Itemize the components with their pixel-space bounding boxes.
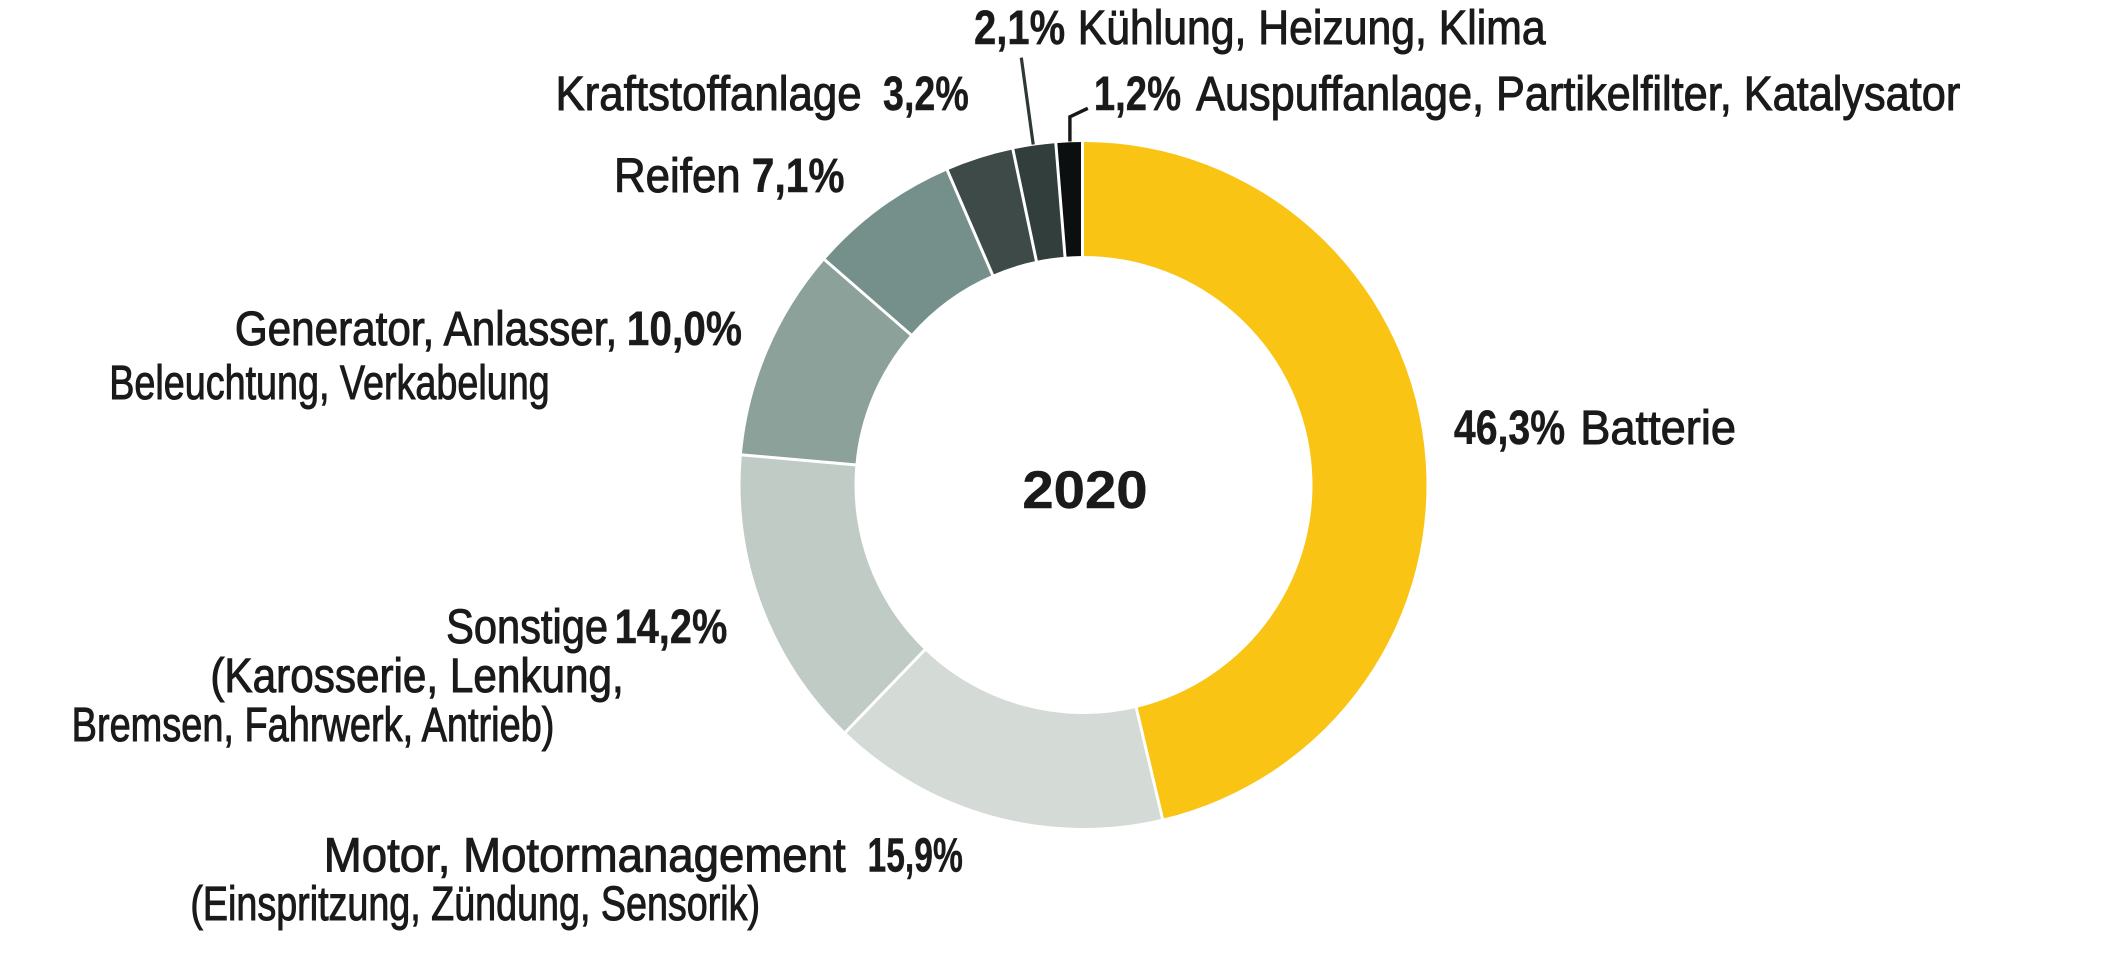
svg-text:Sonstige: Sonstige (446, 599, 608, 653)
svg-text:(Karosserie, Lenkung,: (Karosserie, Lenkung, (210, 648, 623, 702)
svg-text:(Einspritzung, Zündung, Sensor: (Einspritzung, Zündung, Sensorik) (190, 878, 760, 931)
svg-text:7,1%: 7,1% (752, 150, 845, 203)
svg-text:Beleuchtung, Verkabelung: Beleuchtung, Verkabelung (109, 357, 549, 410)
svg-text:Bremsen, Fahrwerk, Antrieb): Bremsen, Fahrwerk, Antrieb) (72, 699, 555, 752)
svg-text:Generator, Anlasser,: Generator, Anlasser, (235, 301, 617, 355)
svg-text:Auspuffanlage, Partikelfilter,: Auspuffanlage, Partikelfilter, Katalysat… (1196, 67, 1960, 121)
svg-text:2,1%: 2,1% (974, 2, 1065, 55)
svg-text:10,0%: 10,0% (627, 303, 742, 356)
svg-text:Batterie: Batterie (1580, 401, 1736, 455)
svg-text:15,9%: 15,9% (868, 827, 963, 881)
svg-text:1,2%: 1,2% (1094, 68, 1181, 121)
svg-text:2020: 2020 (1022, 461, 1147, 520)
svg-text:46,3%: 46,3% (1454, 401, 1565, 455)
svg-text:Motor, Motormanagement: Motor, Motormanagement (324, 828, 846, 881)
svg-text:14,2%: 14,2% (615, 601, 728, 654)
svg-text:Kühlung, Heizung, Klima: Kühlung, Heizung, Klima (1078, 1, 1547, 55)
svg-text:Kraftstoffanlage: Kraftstoffanlage (555, 66, 861, 120)
svg-text:Reifen: Reifen (614, 148, 741, 202)
svg-text:3,2%: 3,2% (883, 68, 969, 121)
